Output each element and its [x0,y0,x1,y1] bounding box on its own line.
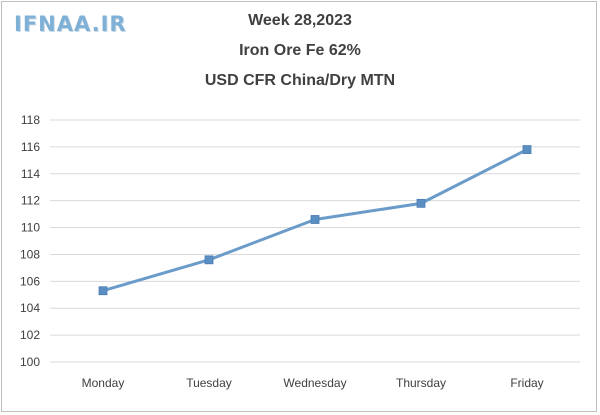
y-tick-label: 110 [21,221,40,235]
x-tick-label: Monday [82,376,125,390]
data-point [522,145,532,154]
data-point [416,198,426,208]
y-tick-label: 104 [20,301,40,315]
y-tick-label: 116 [21,140,40,154]
y-tick-label: 114 [21,167,40,181]
y-tick-label: 106 [20,274,40,288]
x-axis-ticks: Monday Tuesday Wednesday Thursday Friday [82,376,544,390]
gridlines [50,119,580,363]
x-tick-label: Thursday [396,376,446,390]
x-tick-label: Wednesday [283,376,346,390]
y-tick-label: 100 [20,355,40,369]
chart-title-line-1: Week 28,2023 [248,12,352,29]
data-point [204,255,214,265]
watermark-logo: IFNAA.IR [14,12,127,36]
chart-title-line-2: Iron Ore Fe 62% [239,42,361,59]
series-group [98,145,532,296]
y-tick-label: 108 [20,247,40,261]
data-point [98,286,108,296]
data-point [310,215,320,224]
x-tick-label: Tuesday [186,376,232,390]
y-tick-label: 112 [21,194,40,208]
y-tick-label: 118 [21,113,40,127]
x-tick-label: Friday [510,376,543,390]
y-tick-label: 102 [20,328,40,342]
y-axis-ticks: 100 102 104 106 108 110 112 114 116 118 [20,113,40,369]
chart-title-line-3: USD CFR China/Dry MTN [204,72,396,89]
